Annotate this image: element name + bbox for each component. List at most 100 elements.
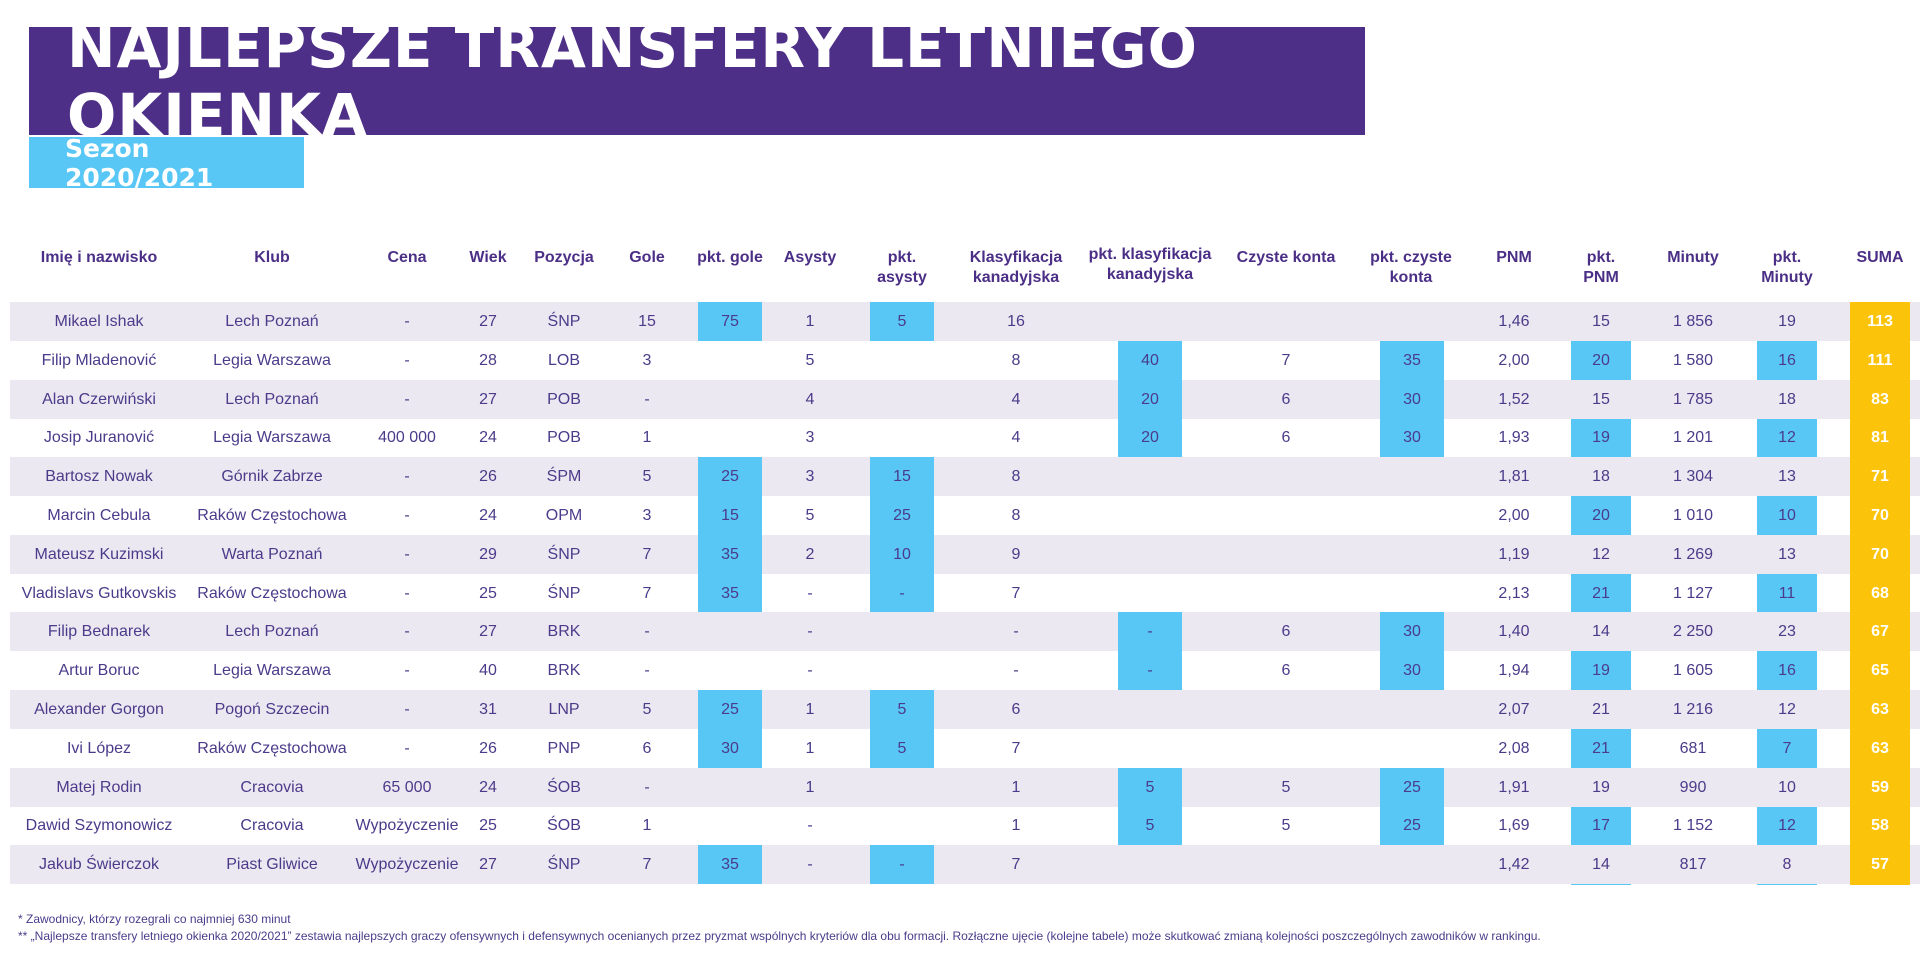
cell-pos: LOB — [547, 351, 581, 369]
cell-pnm: 1,52 — [1498, 390, 1530, 408]
header-canadian-l1: Klasyfikacja — [969, 249, 1063, 266]
cell-assists: 5 — [805, 351, 815, 369]
cell-pc — [1118, 302, 1182, 341]
cell-pnm: 2,13 — [1498, 584, 1530, 602]
cell-pos: ŚNP — [547, 545, 581, 563]
cell-goals: 1 — [642, 429, 652, 447]
cell-pmin: 10 — [1778, 507, 1796, 524]
cell-sum: 113 — [1850, 302, 1910, 341]
cell-cs: 5 — [1281, 817, 1291, 835]
cell-pos: PNP — [547, 739, 581, 757]
cell-can: 1 — [1011, 817, 1021, 835]
cell-pcs: 30 — [1380, 379, 1444, 419]
header-age: Wiek — [469, 249, 507, 266]
cell-ppnm: 21 — [1592, 739, 1610, 757]
cell-goals: 6 — [642, 739, 652, 757]
cell-club: Raków Częstochowa — [197, 584, 347, 602]
table-row: Artur Boruc Legia Warszawa - 40 BRK - - - 6 1,94 1… — [10, 651, 1920, 691]
cell-pnm: 1,91 — [1498, 778, 1530, 796]
cell-pcs: 30 — [1380, 651, 1444, 691]
cell-min: 1 605 — [1672, 662, 1714, 680]
header-pts-pnm-l2: PNM — [1583, 269, 1619, 286]
cell-pa: 5 — [870, 728, 934, 768]
page-title: NAJLEPSZE TRANSFERY LETNIEGO OKIENKA — [67, 13, 1198, 149]
cell-name: Dawid Szymonowicz — [25, 817, 173, 835]
cell-name: Vladislavs Gutkovskis — [21, 584, 177, 602]
cell-pa — [870, 418, 934, 457]
cell-cs: 7 — [1281, 351, 1291, 369]
cell-can: - — [1013, 623, 1019, 641]
cell-pnm: 2,00 — [1498, 351, 1530, 369]
cell-age: 28 — [479, 351, 497, 369]
cell-pg — [698, 806, 762, 845]
cell-pg: 15 — [698, 496, 762, 535]
cell-club: Lech Poznań — [225, 623, 319, 641]
cell-pnm: 1,19 — [1498, 545, 1530, 563]
cell-sum: 65 — [1850, 651, 1910, 691]
cell-pg: 30 — [698, 728, 762, 768]
cell-ppnm: 14 — [1592, 623, 1610, 641]
cell-goals: 5 — [642, 701, 652, 718]
header-pts-canadian: pkt. klasyfikacja kanadyjska — [1089, 245, 1212, 285]
cell-age: 40 — [479, 662, 497, 680]
cell-pa: 10 — [870, 534, 934, 574]
cell-goals: 7 — [642, 856, 652, 874]
cell-club: Legia Warszawa — [213, 662, 331, 680]
table-row: Filip Mladenović Legia Warszawa -28 LOB 3 5 8 7… — [10, 340, 1920, 380]
table-row: Ivi López Raków Częstochowa - 26 PNP 6 1 7 2,08 6… — [10, 728, 1920, 768]
cell-pa: 5 — [870, 690, 934, 729]
cell-pcs — [1380, 845, 1444, 884]
cell-pg: 35 — [698, 534, 762, 574]
header-name: Imię i nazwisko — [40, 249, 158, 266]
cell-pmin: 7 — [1782, 739, 1792, 757]
cell-pos: ŚNP — [547, 313, 581, 330]
cell-sum: 68 — [1850, 573, 1910, 613]
cell-pos: ŚNP — [547, 584, 581, 602]
cell-pc: - — [1118, 651, 1182, 691]
cell-min: 1 580 — [1672, 351, 1714, 369]
cell-pnm: 1,81 — [1498, 468, 1530, 486]
header-pts-minutes: pkt. Minuty — [1761, 248, 1813, 288]
cell-club: Lech Poznań — [225, 390, 319, 408]
cell-pos: ŚPM — [546, 468, 582, 486]
season-badge: Sezon 2020/2021 — [29, 134, 304, 192]
cell-price: - — [404, 390, 410, 408]
table-row: Matej Rodin Cracovia 65 000 24 ŚOB - 1 1 5 1,91 99… — [10, 767, 1920, 807]
header-pts-goals: pkt. gole — [697, 249, 763, 266]
cell-goals: 3 — [642, 351, 652, 369]
cell-club: Warta Poznań — [221, 545, 323, 563]
header-pts-pnm: pkt. PNM — [1583, 248, 1619, 288]
cell-sum: 57 — [1850, 845, 1910, 885]
cell-goals: 1 — [642, 817, 652, 835]
table-row: Bartosz Nowak Górnik Zabrze - 26 ŚPM 5 3 8 1,81 1… — [10, 457, 1920, 497]
cell-pcs: 25 — [1380, 767, 1444, 807]
table-row: Josip Juranović Legia Warszawa 400 000 24 PO… — [10, 418, 1920, 458]
transfers-table: Imię i nazwisko Klub Cena Wiek Pozycja G… — [10, 0, 1920, 960]
cell-price: - — [404, 701, 410, 718]
cell-can: 16 — [1007, 313, 1025, 330]
cell-pc — [1118, 690, 1182, 729]
cell-assists: - — [807, 856, 813, 874]
cell-ppnm: 19 — [1592, 778, 1610, 796]
cell-name: Filip Mladenović — [41, 351, 157, 369]
cell-pcs — [1380, 729, 1444, 768]
cell-age: 27 — [479, 390, 497, 408]
header-minutes: Minuty — [1667, 249, 1719, 266]
header-pts-assists: pkt. asysty — [877, 248, 927, 288]
cell-club: Raków Częstochowa — [197, 507, 347, 524]
cell-assists: 1 — [805, 313, 815, 330]
cell-pc: 40 — [1118, 340, 1182, 380]
cell-ppnm: 19 — [1592, 662, 1610, 680]
cell-ppnm: 19 — [1592, 429, 1610, 447]
table-row: Alan Czerwiński Lech Poznań - 27 POB - 4 4 6 1,52… — [10, 379, 1920, 419]
cell-price: - — [404, 507, 410, 524]
cell-min: 681 — [1679, 739, 1707, 757]
cell-name: Marcin Cebula — [47, 507, 151, 524]
cell-assists: 3 — [805, 429, 815, 447]
cell-age: 24 — [479, 507, 497, 524]
cell-sum: 71 — [1850, 457, 1910, 497]
cell-can: 7 — [1011, 584, 1021, 602]
header-pts-clean-l2: konta — [1389, 269, 1433, 286]
header-assists: Asysty — [783, 249, 837, 266]
cell-price: - — [404, 584, 410, 602]
